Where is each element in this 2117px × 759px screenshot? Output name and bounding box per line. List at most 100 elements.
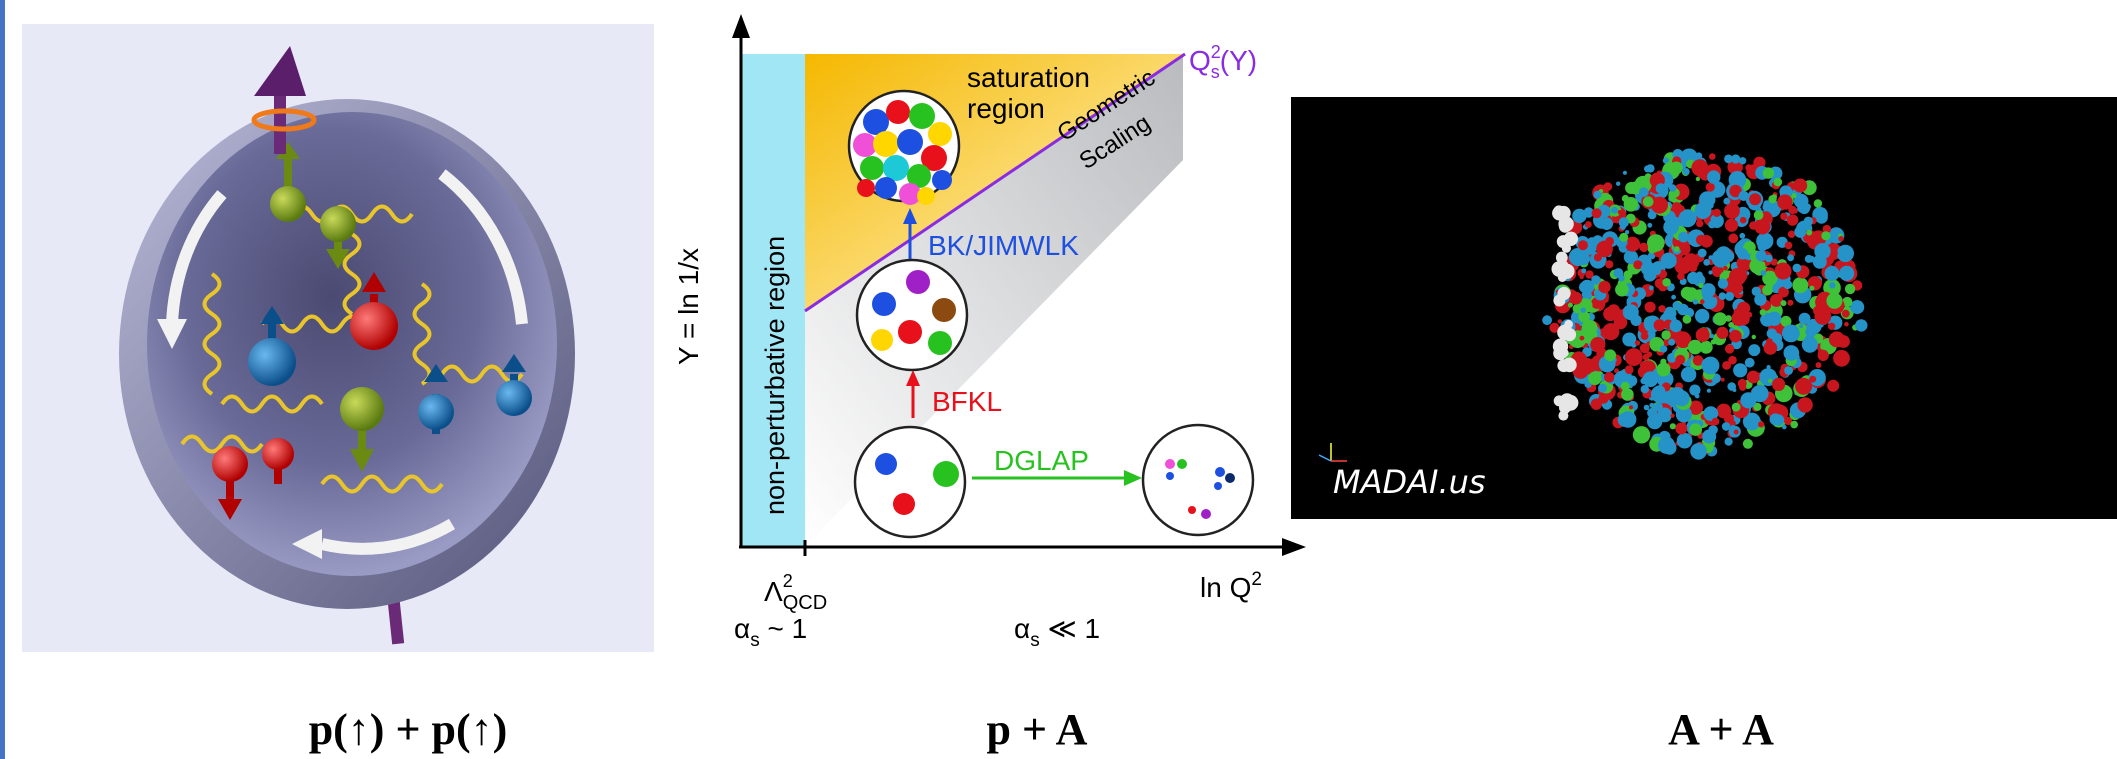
- nucleon-dot: [1787, 299, 1794, 306]
- nucleon-dot: [1600, 217, 1613, 230]
- nucleon-dot: [1623, 197, 1639, 212]
- nucleon-dot: [1585, 270, 1594, 279]
- spectator-nucleon-dot: [1557, 286, 1571, 301]
- left-accent-rule: [0, 0, 5, 759]
- nucleon-dot: [1649, 402, 1655, 408]
- nucleon-dot: [1661, 330, 1671, 340]
- alpha-weak-label: αs ≪ 1: [1014, 613, 1100, 651]
- nucleon-dot: [1653, 385, 1666, 398]
- nucleon-dot: [1722, 361, 1731, 370]
- nucleon-dot: [1731, 402, 1741, 412]
- nucleon-dot: [1604, 298, 1609, 303]
- nucleon-dot: [1658, 305, 1666, 313]
- rotation-arrowhead-icon: [157, 319, 187, 349]
- nucleon-dot: [1669, 423, 1676, 430]
- nucleon-dot: [1656, 362, 1671, 377]
- nucleon-dot: [1639, 242, 1649, 252]
- nucleon-dot: [1669, 319, 1683, 333]
- nucleon-dot: [1591, 208, 1602, 219]
- nucleon-dot: [1824, 266, 1840, 281]
- nucleon-dot: [1787, 254, 1794, 262]
- nucleon-dot: [1805, 326, 1817, 338]
- nucleon-dot: [1708, 255, 1714, 260]
- nucleon-dot: [1784, 366, 1793, 375]
- nucleon-dot: [1742, 412, 1761, 431]
- nucleon-dot: [1809, 375, 1817, 383]
- nucleon-dot: [1794, 226, 1807, 238]
- nucleon-dot: [1826, 292, 1843, 309]
- nucleon-dot: [1787, 230, 1796, 238]
- nucleon-dot: [1701, 356, 1720, 375]
- nucleon-dot: [1795, 377, 1813, 395]
- nucleon-dot: [1724, 203, 1740, 219]
- nucleon-dot: [1598, 280, 1611, 294]
- nucleon-dot: [1711, 265, 1724, 277]
- nucleon-dot: [1674, 331, 1692, 348]
- nucleon-dot: [1756, 232, 1774, 250]
- qs-label: Q2 s(Y): [1189, 42, 1257, 82]
- nucleon-dot: [1780, 212, 1788, 221]
- nucleon-dot: [1829, 282, 1836, 289]
- nucleon-dot: [1777, 194, 1793, 210]
- nucleon-dot: [1680, 286, 1694, 300]
- nucleon-dot: [1670, 402, 1676, 408]
- nucleon-dot: [1569, 291, 1583, 305]
- nucleon-dot: [1742, 438, 1753, 449]
- nucleon-dot: [1647, 234, 1665, 252]
- nucleon-dot: [1760, 270, 1767, 276]
- nucleon-dot: [1821, 231, 1831, 241]
- nucleon-dot: [1813, 199, 1823, 208]
- nucleon-dot: [1751, 334, 1756, 340]
- spectator-nucleon-dot: [1564, 319, 1573, 329]
- nucleon-dot: [1753, 402, 1762, 411]
- nucleon-dot: [1827, 379, 1840, 392]
- nucleon-dot: [1713, 312, 1727, 326]
- nucleon-dot: [1567, 302, 1573, 308]
- nucleon-dot: [1754, 293, 1767, 306]
- nucleon-dot: [1586, 209, 1592, 214]
- nucleon-dot: [1733, 363, 1748, 378]
- lambda-qcd-label: Λ2 QCD: [764, 571, 827, 614]
- nucleon-dot: [1783, 345, 1800, 361]
- nucleon-dot: [1628, 405, 1634, 410]
- nucleon-dot: [1739, 216, 1747, 224]
- nucleon-dot: [1838, 236, 1844, 242]
- nucleon-dot: [1675, 422, 1688, 435]
- nucleon-dot: [1797, 397, 1813, 413]
- bk-jimwlk-label: BK/JIMWLK: [928, 230, 1079, 261]
- nucleon-dot: [1758, 421, 1765, 428]
- nucleon-dot: [1836, 244, 1854, 263]
- nucleon-dot: [1707, 170, 1721, 184]
- rotation-arrow-icon: [166, 190, 227, 325]
- nucleon-dot: [1798, 312, 1811, 325]
- nucleon-dot: [1615, 282, 1629, 297]
- nucleon-dot: [1778, 286, 1789, 298]
- nucleon-dot: [1771, 194, 1777, 200]
- nucleon-dot: [1760, 316, 1767, 323]
- nucleon-dot: [1793, 178, 1808, 193]
- caption-proton-nucleus: p + A: [986, 705, 1088, 754]
- nucleon-dot: [1784, 416, 1793, 426]
- nucleon-dot: [1670, 161, 1683, 175]
- nucleon-dot: [1792, 208, 1798, 214]
- nucleon-dot: [1736, 248, 1749, 260]
- nucleon-dot: [1632, 426, 1651, 444]
- nucleon-dot: [1642, 371, 1659, 388]
- nucleon-dot: [1653, 319, 1666, 332]
- nucleon-dot: [1591, 275, 1601, 285]
- nucleon-dot: [1579, 281, 1591, 293]
- nucleon-dot: [1688, 400, 1703, 415]
- nucleon-dot: [1827, 322, 1836, 330]
- nucleon-dot: [1694, 393, 1700, 399]
- nucleon-dot: [1729, 184, 1742, 198]
- nucleon-dot: [1822, 224, 1832, 234]
- nucleon-dot: [1596, 240, 1613, 258]
- nucleon-dot: [1687, 271, 1700, 285]
- nucleon-dot: [1797, 203, 1807, 213]
- nucleon-dot: [1733, 429, 1739, 435]
- nucleon-dot: [1625, 230, 1630, 235]
- nucleon-dot: [1791, 192, 1797, 199]
- nucleon-dot: [1663, 219, 1679, 235]
- nucleon-dot: [1625, 236, 1641, 252]
- nucleon-dot: [1850, 300, 1865, 315]
